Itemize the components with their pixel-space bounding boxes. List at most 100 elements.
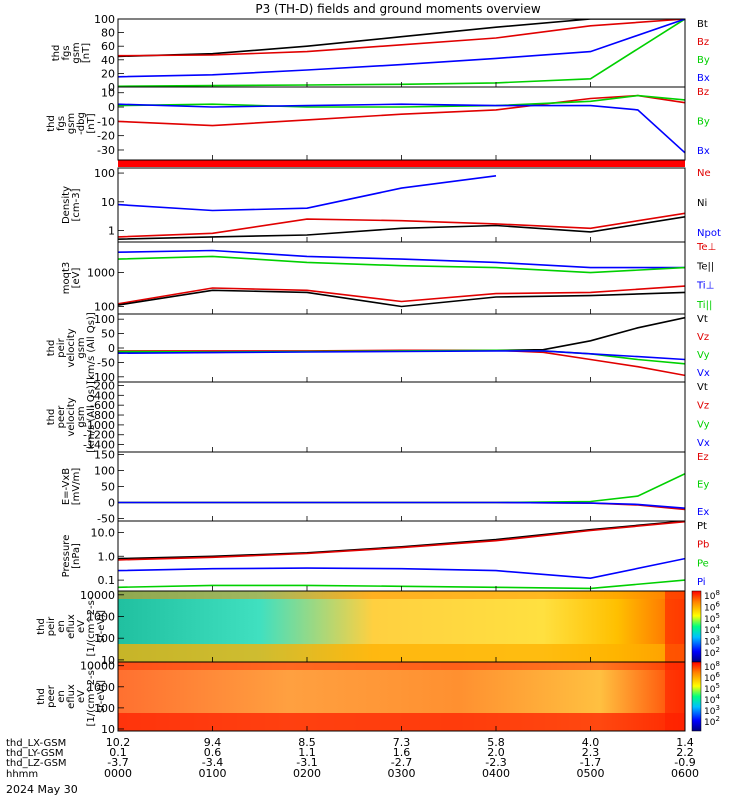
y-axis-label-line: velocity [66, 328, 77, 367]
x-tick-label: -3.4 [202, 756, 223, 769]
x-tick-label: 0.1 [109, 746, 127, 759]
series-line-By [118, 94, 685, 108]
series-line-Vt [118, 316, 685, 354]
x-tick-label: 8.5 [298, 736, 316, 749]
spectrogram-end-band [665, 591, 685, 662]
legend-entry: Bx [697, 146, 710, 157]
spectrogram-end-band [665, 662, 685, 731]
series-line-Ni [118, 216, 685, 240]
y-tick-label: 1000 [87, 611, 115, 624]
legend-entry: Vy [697, 419, 710, 430]
legend-entry: By [697, 55, 710, 66]
series-line-Npot [118, 175, 497, 212]
y-tick-label: -10 [97, 115, 115, 128]
y-tick-label: 50 [101, 481, 115, 494]
spectrogram-low-energy-band [118, 644, 685, 662]
y-tick-label: 100 [94, 632, 115, 645]
panel-frame [117, 381, 686, 453]
y-tick-label: -50 [97, 356, 115, 369]
y-axis-label-line: sr-eV)] [96, 680, 107, 713]
legend-entry: Vz [697, 332, 709, 343]
legend-entry: Bx [697, 73, 710, 84]
y-tick-label: 1000 [87, 267, 115, 280]
y-axis-label-line: eV [76, 690, 87, 703]
y-axis-label: Pressure [nPa] [61, 535, 82, 578]
panel-frame [117, 241, 686, 315]
y-tick-label: -30 [97, 144, 115, 157]
data-gap-stripe [118, 160, 685, 167]
legend-entry: Vt [697, 382, 708, 393]
y-axis-label-line: [nT] [81, 43, 92, 63]
y-tick-label: 10000 [80, 589, 115, 602]
y-axis-label-line: peer [56, 405, 67, 429]
panel-frame [117, 18, 686, 88]
series-line-Te⊥ [118, 285, 685, 305]
series-line-Ex [118, 501, 685, 509]
colorbar-tick-label: 102 [704, 646, 720, 659]
series-line-Te|| [118, 289, 685, 308]
y-axis-label-line: thd [46, 115, 57, 132]
y-axis-label: thd peer velocity gsm [km/s (All Qs)] [46, 381, 97, 453]
y-axis-label-line: [1/(cm^2-s- [86, 666, 97, 726]
panel-pressure: Pressure [nPa] 10.0 1.0 0.1 Pt Pb Pe Pi [61, 520, 709, 592]
y-axis-label: thd peir en eflux eV [1/(cm^2-s-sr-eV)] [36, 596, 107, 656]
y-axis-label: thd fgs gsm [nT] [51, 42, 92, 63]
y-tick-label: 80 [101, 27, 115, 40]
y-axis-label: thd peer en eflux eV [1/(cm^2-s-sr-eV)] [36, 666, 107, 726]
x-tick-label: 1.4 [676, 736, 694, 749]
x-tick-label: 0000 [104, 767, 132, 780]
x-axis-row-label: thd_LY-GSM [6, 748, 63, 759]
y-axis-label-line: [1/(cm^2-s- [86, 596, 97, 656]
y-tick-label: 100 [94, 167, 115, 180]
x-tick-label: 1.6 [393, 746, 411, 759]
spectrogram-high-energy-band [118, 662, 685, 670]
y-axis-label-line: velocity [66, 397, 77, 436]
legend-entry: Pb [697, 540, 709, 551]
y-tick-label: -600 [90, 399, 115, 412]
legend-entry: Vz [697, 401, 709, 412]
panel-fgs_gsm_dbg: thd fgs gsm -dbg [nT] 100-10 -20-30 Bz By Bx [46, 86, 710, 161]
x-tick-label: 0300 [388, 767, 416, 780]
x-axis-row-label: thd_LX-GSM [6, 738, 66, 749]
y-axis-label: Density [cm-3] [61, 186, 82, 224]
legend-entry: Ez [697, 452, 709, 463]
series-group [118, 94, 685, 154]
x-tick-label: 7.3 [393, 736, 411, 749]
spectrogram-high-energy-band [118, 591, 685, 599]
y-axis-label: E=-VxB [mV/m] [61, 468, 82, 506]
y-tick-label: 10.0 [91, 526, 116, 539]
panel-temperature: moqt3 [eV] 1000 100 Te⊥ Te|| Ti⊥ Ti|| [61, 241, 716, 315]
colorbar-gradient [691, 661, 702, 732]
x-tick-label: 0400 [482, 767, 510, 780]
y-tick-label: -20 [97, 130, 115, 143]
x-tick-label: -2.3 [485, 756, 506, 769]
legend-entry: Te⊥ [696, 242, 716, 253]
x-tick-label: 9.4 [204, 736, 222, 749]
y-axis-label-line: fgs [61, 45, 72, 60]
y-axis-label-line: eflux [66, 614, 77, 639]
y-axis-label: moqt3 [eV] [61, 262, 82, 295]
series-line-Ne [118, 212, 685, 238]
y-tick-label: 10 [101, 654, 115, 667]
y-tick-label: 100 [94, 13, 115, 26]
legend-entry: Te|| [696, 261, 714, 272]
panel-peir_eflux: thd peir en eflux eV [1/(cm^2-s-sr-eV)] 108106… [36, 589, 720, 667]
series-group [118, 249, 685, 308]
panel-peer_velocity: thd peer velocity gsm [km/s (All Qs)]-200-40… [46, 379, 710, 452]
x-tick-label: 0.6 [204, 746, 222, 759]
y-axis-label: thd peir velocity gsm [km/s (All Qs)] [46, 312, 97, 384]
spectrogram-image [118, 662, 685, 731]
x-tick-label: -0.9 [674, 756, 695, 769]
y-tick-label: 0 [108, 101, 115, 114]
series-line-Bx [118, 103, 685, 154]
series-group [118, 175, 685, 240]
spectrogram-image [118, 591, 685, 662]
series-line-Pb [118, 521, 685, 561]
y-tick-label: 20 [101, 67, 115, 80]
series-line-Pi [118, 557, 685, 580]
series-line-Ti|| [118, 255, 685, 274]
x-tick-label: -3.7 [107, 756, 128, 769]
legend-entry: Ti|| [696, 300, 712, 311]
